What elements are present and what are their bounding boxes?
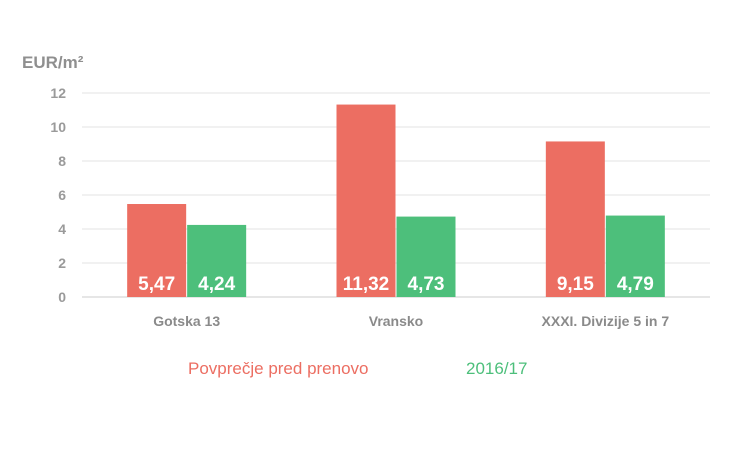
legend-entry: 2016/17 — [466, 359, 527, 378]
bar — [396, 216, 456, 297]
data-label: 4,24 — [198, 274, 235, 295]
y-axis-label: EUR/m² — [22, 53, 84, 72]
y-tick-label: 6 — [58, 187, 66, 203]
data-label: 4,79 — [617, 274, 654, 295]
x-axis-categories: Gotska 13 Vransko XXXI. Divizije 5 in 7 — [153, 313, 669, 329]
x-category-label: Vransko — [369, 313, 423, 329]
bar — [127, 204, 187, 297]
y-tick-label: 8 — [58, 153, 66, 169]
y-tick-label: 4 — [58, 221, 66, 237]
y-tick-label: 10 — [50, 119, 66, 135]
y-axis-ticks: 0 2 4 6 8 10 12 — [50, 85, 66, 305]
bar — [187, 224, 247, 297]
data-label: 9,15 — [557, 274, 594, 295]
legend-entry: Povprečje pred prenovo — [188, 359, 369, 378]
gridlines — [82, 92, 710, 298]
y-tick-label: 2 — [58, 255, 66, 271]
x-category-label: Gotska 13 — [153, 313, 220, 329]
data-label: 4,73 — [408, 274, 445, 295]
bar — [605, 215, 665, 297]
legend: Povprečje pred prenovo 2016/17 — [188, 359, 527, 378]
y-tick-label: 12 — [50, 85, 66, 101]
y-tick-label: 0 — [58, 289, 66, 305]
bar — [545, 141, 605, 297]
bar — [336, 104, 396, 297]
bars: 5,47 4,24 11,32 4,73 9,15 4,79 — [127, 104, 665, 297]
x-category-label: XXXI. Divizije 5 in 7 — [542, 313, 670, 329]
data-label: 11,32 — [343, 274, 390, 295]
data-label: 5,47 — [138, 274, 175, 295]
